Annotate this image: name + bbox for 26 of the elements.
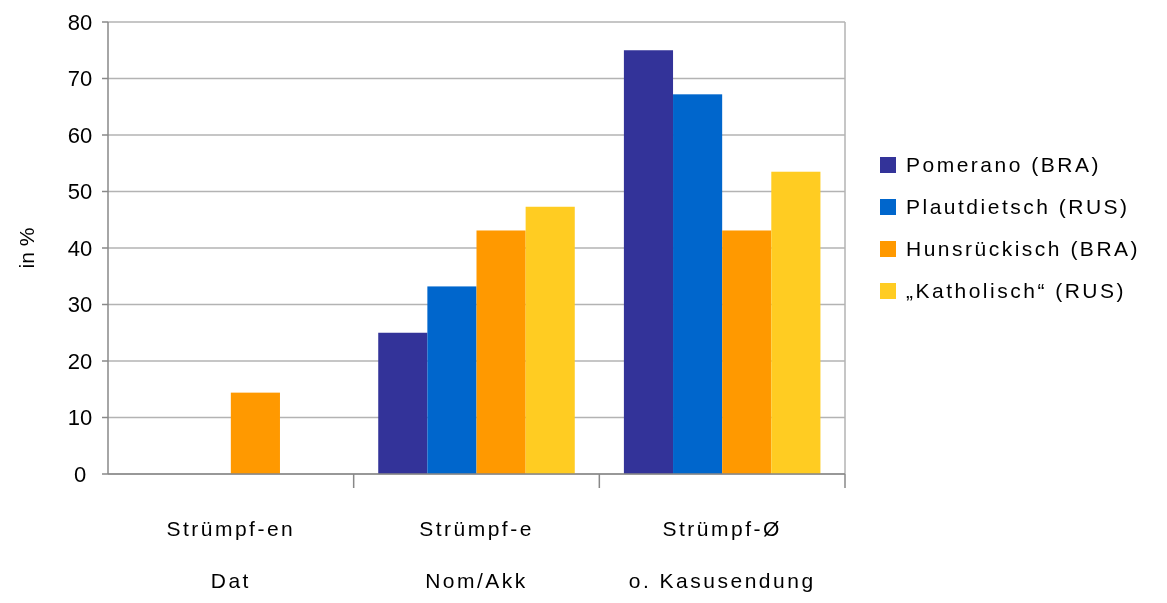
legend-label: Hunsrückisch (BRA)	[906, 237, 1141, 261]
legend-label: Pomerano (BRA)	[906, 153, 1101, 177]
bar	[378, 332, 428, 474]
y-tick-label: 50	[67, 179, 93, 205]
y-tick-label: 70	[67, 66, 93, 92]
y-tick-label: 80	[67, 9, 93, 35]
y-tick-label: 20	[67, 348, 93, 374]
bar	[673, 94, 723, 474]
y-axis-title: in %	[15, 227, 38, 269]
category-label: Strümpf-e Nom/Akk	[419, 517, 534, 592]
y-tick-label: 10	[67, 405, 93, 431]
bar	[230, 392, 280, 474]
legend-label: Plautdietsch (RUS)	[906, 195, 1130, 219]
bar	[427, 286, 477, 474]
y-tick-label: 40	[67, 235, 93, 261]
y-tick-label: 60	[67, 122, 93, 148]
y-tick-label: 30	[67, 292, 93, 318]
bar	[476, 230, 526, 474]
y-tick-label: 0	[73, 461, 87, 487]
category-label: Strümpf-Ø o. Kasusendung	[628, 517, 816, 592]
bar	[722, 230, 772, 474]
bar	[525, 206, 575, 474]
legend-label: „Katholisch“ (RUS)	[906, 279, 1127, 303]
category-label: Strümpf-en Dat	[166, 517, 296, 592]
bar	[623, 50, 674, 474]
bar	[771, 171, 821, 474]
